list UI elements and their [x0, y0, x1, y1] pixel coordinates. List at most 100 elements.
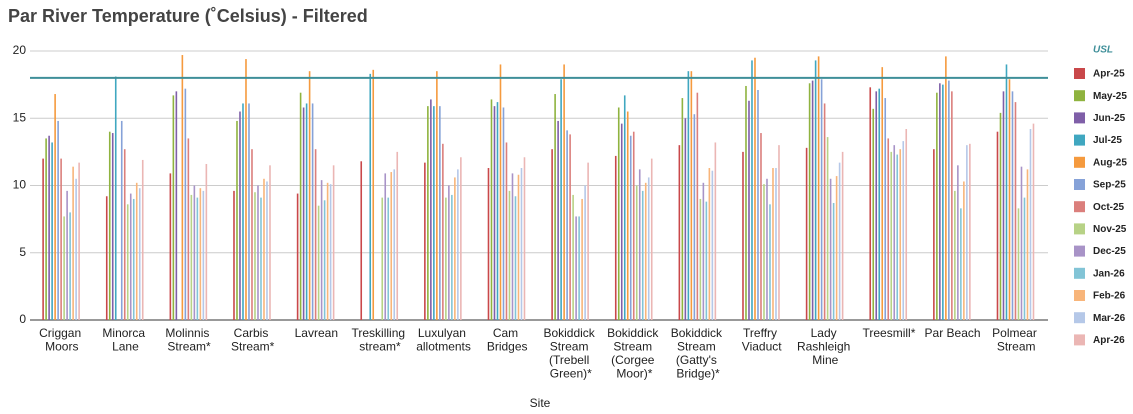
x-tick-label: Treffry Viaduct [742, 326, 782, 354]
bar [326, 182, 329, 320]
bar [678, 145, 681, 320]
legend-label: Nov-25 [1093, 224, 1127, 235]
bar [1011, 91, 1014, 320]
bar [63, 216, 65, 320]
bar [493, 106, 496, 321]
bar [233, 190, 235, 320]
bar [969, 143, 971, 320]
bar [369, 73, 372, 321]
x-tick-label: Cam Bridges [487, 326, 528, 354]
bar [690, 71, 693, 320]
bar [711, 170, 714, 320]
bar [239, 111, 241, 321]
bar [511, 173, 514, 320]
bar [396, 151, 399, 320]
bar [329, 184, 332, 320]
bar [560, 79, 562, 321]
legend-swatch [1074, 134, 1085, 146]
bar [896, 154, 899, 320]
bar [114, 76, 117, 321]
x-tick-label: Bokiddick Stream (Gatty's Bridge)* [671, 326, 726, 381]
bar [899, 149, 902, 320]
x-tick-label: Bokiddick Stream (Corgee Moor)* [607, 326, 662, 381]
bar [942, 84, 944, 320]
bar [684, 118, 687, 320]
bar [905, 129, 908, 320]
bar [317, 205, 320, 320]
bar [745, 85, 747, 320]
bar [878, 88, 881, 320]
bar [496, 102, 499, 320]
bar [323, 200, 326, 320]
bar [835, 176, 838, 320]
bar [490, 99, 493, 320]
bar [196, 197, 199, 320]
bar [393, 169, 396, 320]
bar [832, 202, 835, 320]
bar [433, 106, 435, 321]
bar [933, 149, 935, 320]
bar [135, 182, 138, 320]
legend-swatch [1074, 334, 1085, 346]
bar [384, 173, 387, 320]
legend-swatch [1074, 156, 1085, 168]
bar [69, 212, 71, 320]
bar [54, 94, 56, 320]
bar [999, 112, 1002, 321]
bar [181, 55, 184, 320]
bar [629, 135, 632, 320]
x-tick-label: Minorca Lane [102, 326, 148, 354]
y-tick-label: 20 [13, 43, 27, 57]
bar [436, 71, 438, 320]
bar [869, 87, 872, 320]
legend-label: May-25 [1093, 91, 1127, 102]
bar [884, 98, 887, 320]
bar [193, 185, 196, 320]
legend-swatch [1074, 312, 1085, 324]
bar [960, 208, 962, 320]
bar [60, 158, 62, 320]
bar [948, 80, 950, 320]
bar [693, 114, 696, 320]
bar [381, 197, 384, 320]
legend-swatch [1074, 179, 1085, 190]
legend-label: Dec-25 [1093, 246, 1126, 257]
bar [957, 165, 959, 320]
bar [623, 95, 626, 320]
bar [263, 178, 265, 320]
bar [578, 216, 580, 320]
bar [632, 131, 635, 320]
bar [893, 145, 896, 320]
bar [641, 190, 644, 320]
bar [187, 138, 190, 320]
bar [620, 123, 623, 320]
bar [454, 177, 456, 320]
bar [1020, 166, 1023, 320]
bar [772, 168, 774, 320]
bar [242, 103, 244, 320]
bar [190, 194, 193, 320]
bar [681, 98, 684, 320]
legend-label: Aug-25 [1093, 157, 1127, 168]
legend-label: Sep-25 [1093, 180, 1126, 191]
bar [757, 90, 759, 320]
bar [1005, 64, 1008, 320]
bar [66, 190, 68, 320]
bar [42, 158, 44, 320]
legend-swatch [1074, 90, 1085, 102]
bar [169, 173, 172, 320]
bar [572, 194, 574, 320]
bar [945, 56, 947, 320]
y-tick-label: 5 [19, 245, 26, 259]
bar [305, 103, 308, 320]
bar [508, 190, 511, 320]
bar [360, 161, 363, 320]
bar [314, 149, 317, 320]
bar [742, 151, 744, 320]
bar [430, 99, 432, 320]
bar [141, 159, 144, 320]
y-tick-label: 10 [13, 178, 27, 192]
bar [72, 166, 74, 320]
bar [45, 138, 47, 320]
